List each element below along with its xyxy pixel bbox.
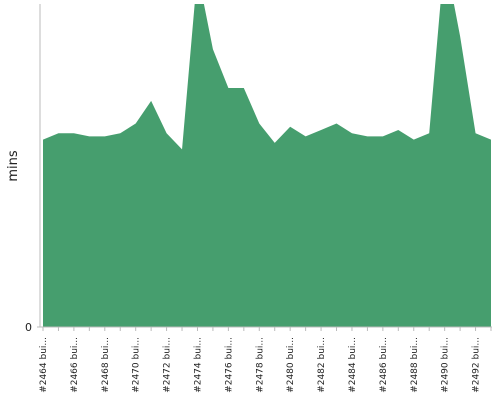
- x-tick-label: #2488 bui...: [410, 337, 420, 393]
- x-tick-label: #2482 bui...: [317, 337, 327, 393]
- y-axis-label: mins: [6, 150, 21, 182]
- x-tick-label: #2492 bui...: [472, 337, 482, 393]
- x-tick-label: #2480 bui...: [286, 337, 296, 393]
- y-tick-label: 0: [25, 321, 32, 334]
- x-tick-label: #2468 bui...: [101, 337, 111, 393]
- x-tick-label: #2486 bui...: [379, 337, 389, 393]
- area: [43, 4, 491, 327]
- x-tick-label: #2476 bui...: [224, 337, 234, 393]
- x-tick-label: #2490 bui...: [441, 337, 451, 393]
- x-tick-label: #2470 bui...: [132, 337, 142, 393]
- x-tick-label: #2464 bui...: [39, 337, 49, 393]
- x-tick-label: #2484 bui...: [348, 337, 358, 393]
- x-tick-label: #2478 bui...: [255, 337, 265, 393]
- x-tick-label: #2474 bui...: [193, 337, 203, 393]
- x-tick-label: #2466 bui...: [70, 337, 80, 393]
- x-tick-label: #2472 bui...: [163, 337, 173, 393]
